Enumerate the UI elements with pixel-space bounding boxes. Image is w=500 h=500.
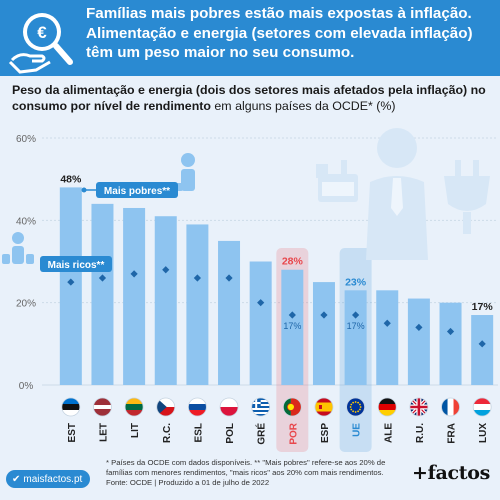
brand-logo: +factos <box>412 462 491 484</box>
bar <box>344 290 367 385</box>
power-plug-icon <box>444 160 490 234</box>
x-tick-label: ALE <box>383 423 394 443</box>
bar <box>439 302 462 385</box>
bar <box>186 224 209 385</box>
x-tick-label: LIT <box>130 423 141 438</box>
bar <box>59 187 82 385</box>
bar <box>312 282 335 385</box>
x-tick-label: R.U. <box>415 423 426 443</box>
flag-fra-icon <box>441 398 460 416</box>
checkmark-icon: ✔ <box>12 473 21 485</box>
footnote: * Países da OCDE com dados disponíveis. … <box>106 458 386 488</box>
data-label: 17% <box>283 321 301 331</box>
headline: Famílias mais pobres estão mais expostas… <box>86 5 473 61</box>
chart: 0% 20% 40% 60% 48% 28% 17% 23% 17% 17% Mais pobres… <box>2 128 498 452</box>
x-tick-label: GRÉ <box>255 423 268 445</box>
x-tick-label: POR <box>288 422 299 444</box>
bar <box>218 240 241 385</box>
flag-pol-icon <box>220 398 239 416</box>
diamond-point <box>193 274 201 282</box>
flag-ring <box>251 397 271 417</box>
bar <box>471 315 494 385</box>
legend-poor-box <box>96 182 178 198</box>
flag-ru-icon <box>409 398 428 416</box>
flag-ue-icon <box>346 398 365 416</box>
data-label: 28% <box>282 256 304 268</box>
x-tick-label: LET <box>98 423 109 442</box>
businessman-icon <box>366 128 428 260</box>
flag-gr-icon <box>251 398 270 416</box>
svg-text:€: € <box>37 23 47 42</box>
diamond-point <box>320 311 328 319</box>
flag-lit-icon <box>125 398 144 416</box>
flag-ring <box>472 397 492 417</box>
y-tick-label: 60% <box>16 134 36 145</box>
x-tick-label: EST <box>67 423 78 442</box>
flag-ring <box>219 397 239 417</box>
diamond-point <box>383 319 391 327</box>
flag-por-icon <box>283 398 302 416</box>
diamond-point <box>415 323 423 331</box>
x-tick-label: ESP <box>320 423 331 443</box>
bar <box>281 269 304 385</box>
y-tick-label: 40% <box>16 216 36 227</box>
flag-esl-icon <box>188 398 207 416</box>
chart-subtitle: Peso da alimentação e energia (dois dos … <box>12 82 498 114</box>
flag-ring <box>282 397 302 417</box>
header-banner: € Famílias mais pobres estão mais expost… <box>0 0 500 76</box>
diamond-point <box>225 274 233 282</box>
legend-rich: Mais ricos** <box>40 256 112 272</box>
legend-poor-label: Mais pobres** <box>104 186 170 197</box>
flag-esp-icon <box>314 398 333 416</box>
data-label: 17% <box>472 301 494 313</box>
diamond-point <box>98 274 107 282</box>
flag-ring <box>314 397 334 417</box>
flag-lux-icon <box>473 398 492 416</box>
flag-ring <box>187 397 207 417</box>
data-label: 17% <box>347 321 365 331</box>
flag-let-icon <box>93 398 112 416</box>
diamond-point <box>352 311 360 319</box>
x-tick-label: FRA <box>447 423 458 444</box>
diamond-point <box>288 311 296 319</box>
data-label: 48% <box>60 173 82 185</box>
legend-rich-label: Mais ricos** <box>48 260 105 271</box>
site-badge[interactable]: ✔ maisfactos.pt <box>6 470 90 488</box>
legend-poor: Mais pobres** <box>81 182 178 198</box>
x-tick-label: UE <box>352 423 363 437</box>
bar <box>154 216 177 385</box>
subtitle-normal: em alguns países da OCDE* (%) <box>210 99 396 113</box>
flag-ring <box>409 397 429 417</box>
diamond-point <box>162 266 170 274</box>
flag-ring <box>377 397 397 417</box>
data-label: 23% <box>345 276 367 288</box>
rich-person-icon <box>2 232 34 264</box>
bar <box>376 290 399 385</box>
site-badge-label: maisfactos.pt <box>23 473 83 485</box>
bar <box>249 261 272 385</box>
flag-ring <box>346 397 366 417</box>
flag-ring <box>93 397 112 417</box>
bar <box>407 298 430 385</box>
flag-rc-icon <box>156 398 175 416</box>
euro-coin-magnifier-icon: € <box>8 13 73 74</box>
flag-ring <box>124 397 144 417</box>
x-tick-label: POL <box>225 423 236 444</box>
x-tick-label: R.C. <box>162 423 173 443</box>
flag-ring <box>156 397 176 417</box>
flag-ring <box>441 397 460 417</box>
y-tick-label: 0% <box>19 381 34 392</box>
y-tick-label: 20% <box>16 299 36 310</box>
bar <box>91 203 114 385</box>
x-tick-label: LUX <box>478 423 489 443</box>
groceries-icon <box>316 160 358 202</box>
diamond-point <box>446 327 455 336</box>
subtitle-bold: Peso da alimentação e energia (dois dos … <box>12 83 486 113</box>
flag-ring <box>61 397 81 417</box>
x-tick-label: ESL <box>193 423 204 442</box>
flag-ale-icon <box>378 398 397 416</box>
flag-est-icon <box>61 398 80 416</box>
legend-rich-box <box>40 256 112 272</box>
bar <box>123 207 146 385</box>
